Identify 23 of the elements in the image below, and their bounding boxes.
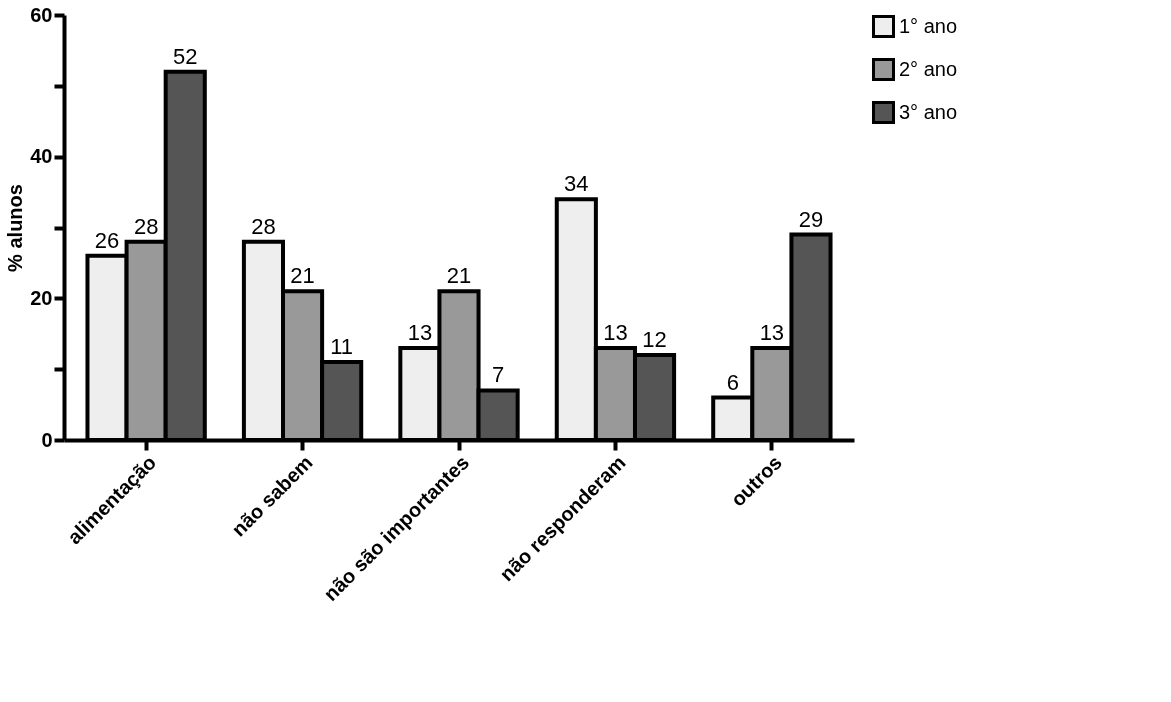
data-label: 7 (491, 362, 505, 388)
y-tick-label: 0 (41, 428, 53, 451)
legend-label: 1° ano (899, 14, 958, 37)
y-axis-title: % alunos (4, 184, 27, 272)
data-label: 29 (798, 206, 824, 232)
data-label: 13 (759, 319, 785, 345)
y-tick-label: 20 (30, 286, 53, 309)
data-label: 26 (94, 227, 120, 253)
data-label: 34 (564, 171, 589, 197)
legend-label: 2° ano (899, 57, 958, 80)
legend-label: 3° ano (899, 100, 958, 123)
data-label: 52 (173, 43, 198, 69)
y-tick-label: 40 (30, 145, 53, 168)
data-label: 11 (330, 334, 354, 360)
data-label: 21 (446, 263, 472, 289)
y-tick-label: 60 (30, 3, 53, 26)
data-label: 13 (407, 319, 433, 345)
data-label: 12 (642, 327, 667, 352)
data-label: 21 (290, 263, 315, 289)
data-label: 13 (603, 319, 628, 345)
data-label: 6 (726, 369, 739, 395)
data-label: 28 (133, 213, 159, 239)
data-label: 28 (251, 213, 276, 239)
